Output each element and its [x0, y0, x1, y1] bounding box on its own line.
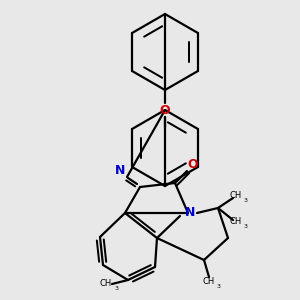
Text: CH: CH	[230, 218, 242, 226]
Text: 3: 3	[115, 286, 119, 290]
Text: N: N	[115, 164, 125, 176]
Text: CH: CH	[230, 191, 242, 200]
Text: 3: 3	[217, 284, 221, 290]
Text: 3: 3	[244, 199, 248, 203]
Text: 3: 3	[244, 224, 248, 230]
Text: CH: CH	[203, 278, 215, 286]
Text: CH: CH	[100, 278, 112, 287]
Text: O: O	[188, 158, 198, 172]
Text: O: O	[160, 103, 170, 116]
Text: N: N	[185, 206, 195, 220]
